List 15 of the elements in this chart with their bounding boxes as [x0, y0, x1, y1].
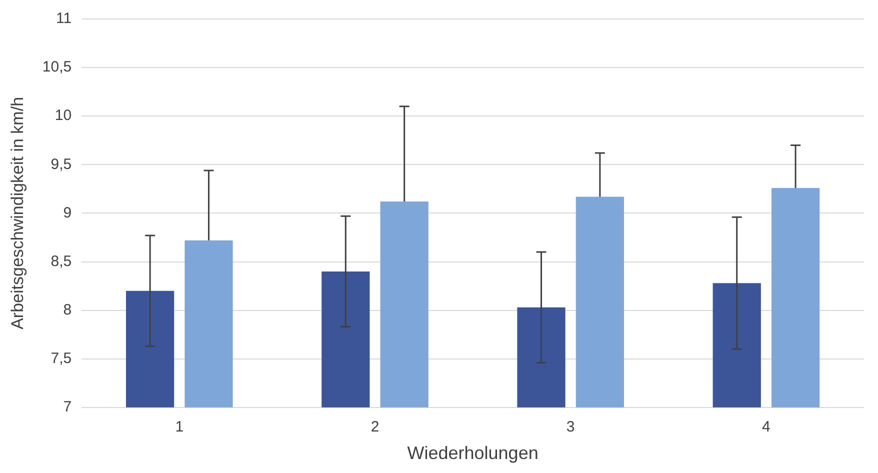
y-tick-label: 7,5 — [50, 350, 72, 367]
x-tick-label: 2 — [370, 418, 380, 436]
y-tick-label: 9,5 — [50, 156, 72, 173]
x-axis-title: Wiederholungen — [407, 443, 538, 464]
y-tick-label: 9 — [63, 204, 72, 222]
x-tick-label: 1 — [175, 418, 184, 436]
y-tick-label: 7 — [63, 398, 72, 416]
x-tick-label: 3 — [566, 418, 575, 436]
y-tick-label: 8 — [63, 301, 72, 318]
y-tick-label: 10,5 — [42, 58, 72, 76]
y-tick-label: 8,5 — [50, 252, 72, 270]
x-tick-label: 4 — [762, 418, 770, 436]
y-tick-label: 11 — [56, 10, 72, 28]
y-tick-label: 10 — [54, 107, 72, 124]
y-axis-title: Arbeitsgeschwindigkeit in km/h — [8, 96, 27, 330]
